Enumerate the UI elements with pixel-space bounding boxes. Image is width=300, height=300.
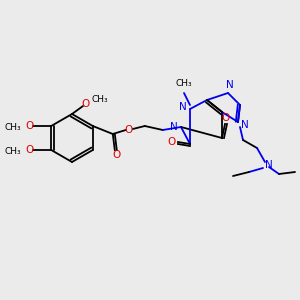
Text: O: O	[82, 99, 90, 109]
Text: CH₃: CH₃	[92, 95, 108, 104]
Text: N: N	[241, 120, 249, 130]
Text: O: O	[113, 150, 121, 160]
Text: CH₃: CH₃	[176, 80, 192, 88]
Text: O: O	[25, 121, 33, 131]
Text: O: O	[125, 125, 133, 135]
Text: N: N	[170, 122, 178, 132]
Text: CH₃: CH₃	[5, 148, 22, 157]
Text: O: O	[168, 137, 176, 147]
Text: N: N	[179, 102, 187, 112]
Text: N: N	[265, 160, 273, 170]
Text: N: N	[226, 80, 234, 90]
Text: O: O	[25, 145, 33, 155]
Text: CH₃: CH₃	[5, 124, 22, 133]
Text: O: O	[222, 113, 230, 123]
